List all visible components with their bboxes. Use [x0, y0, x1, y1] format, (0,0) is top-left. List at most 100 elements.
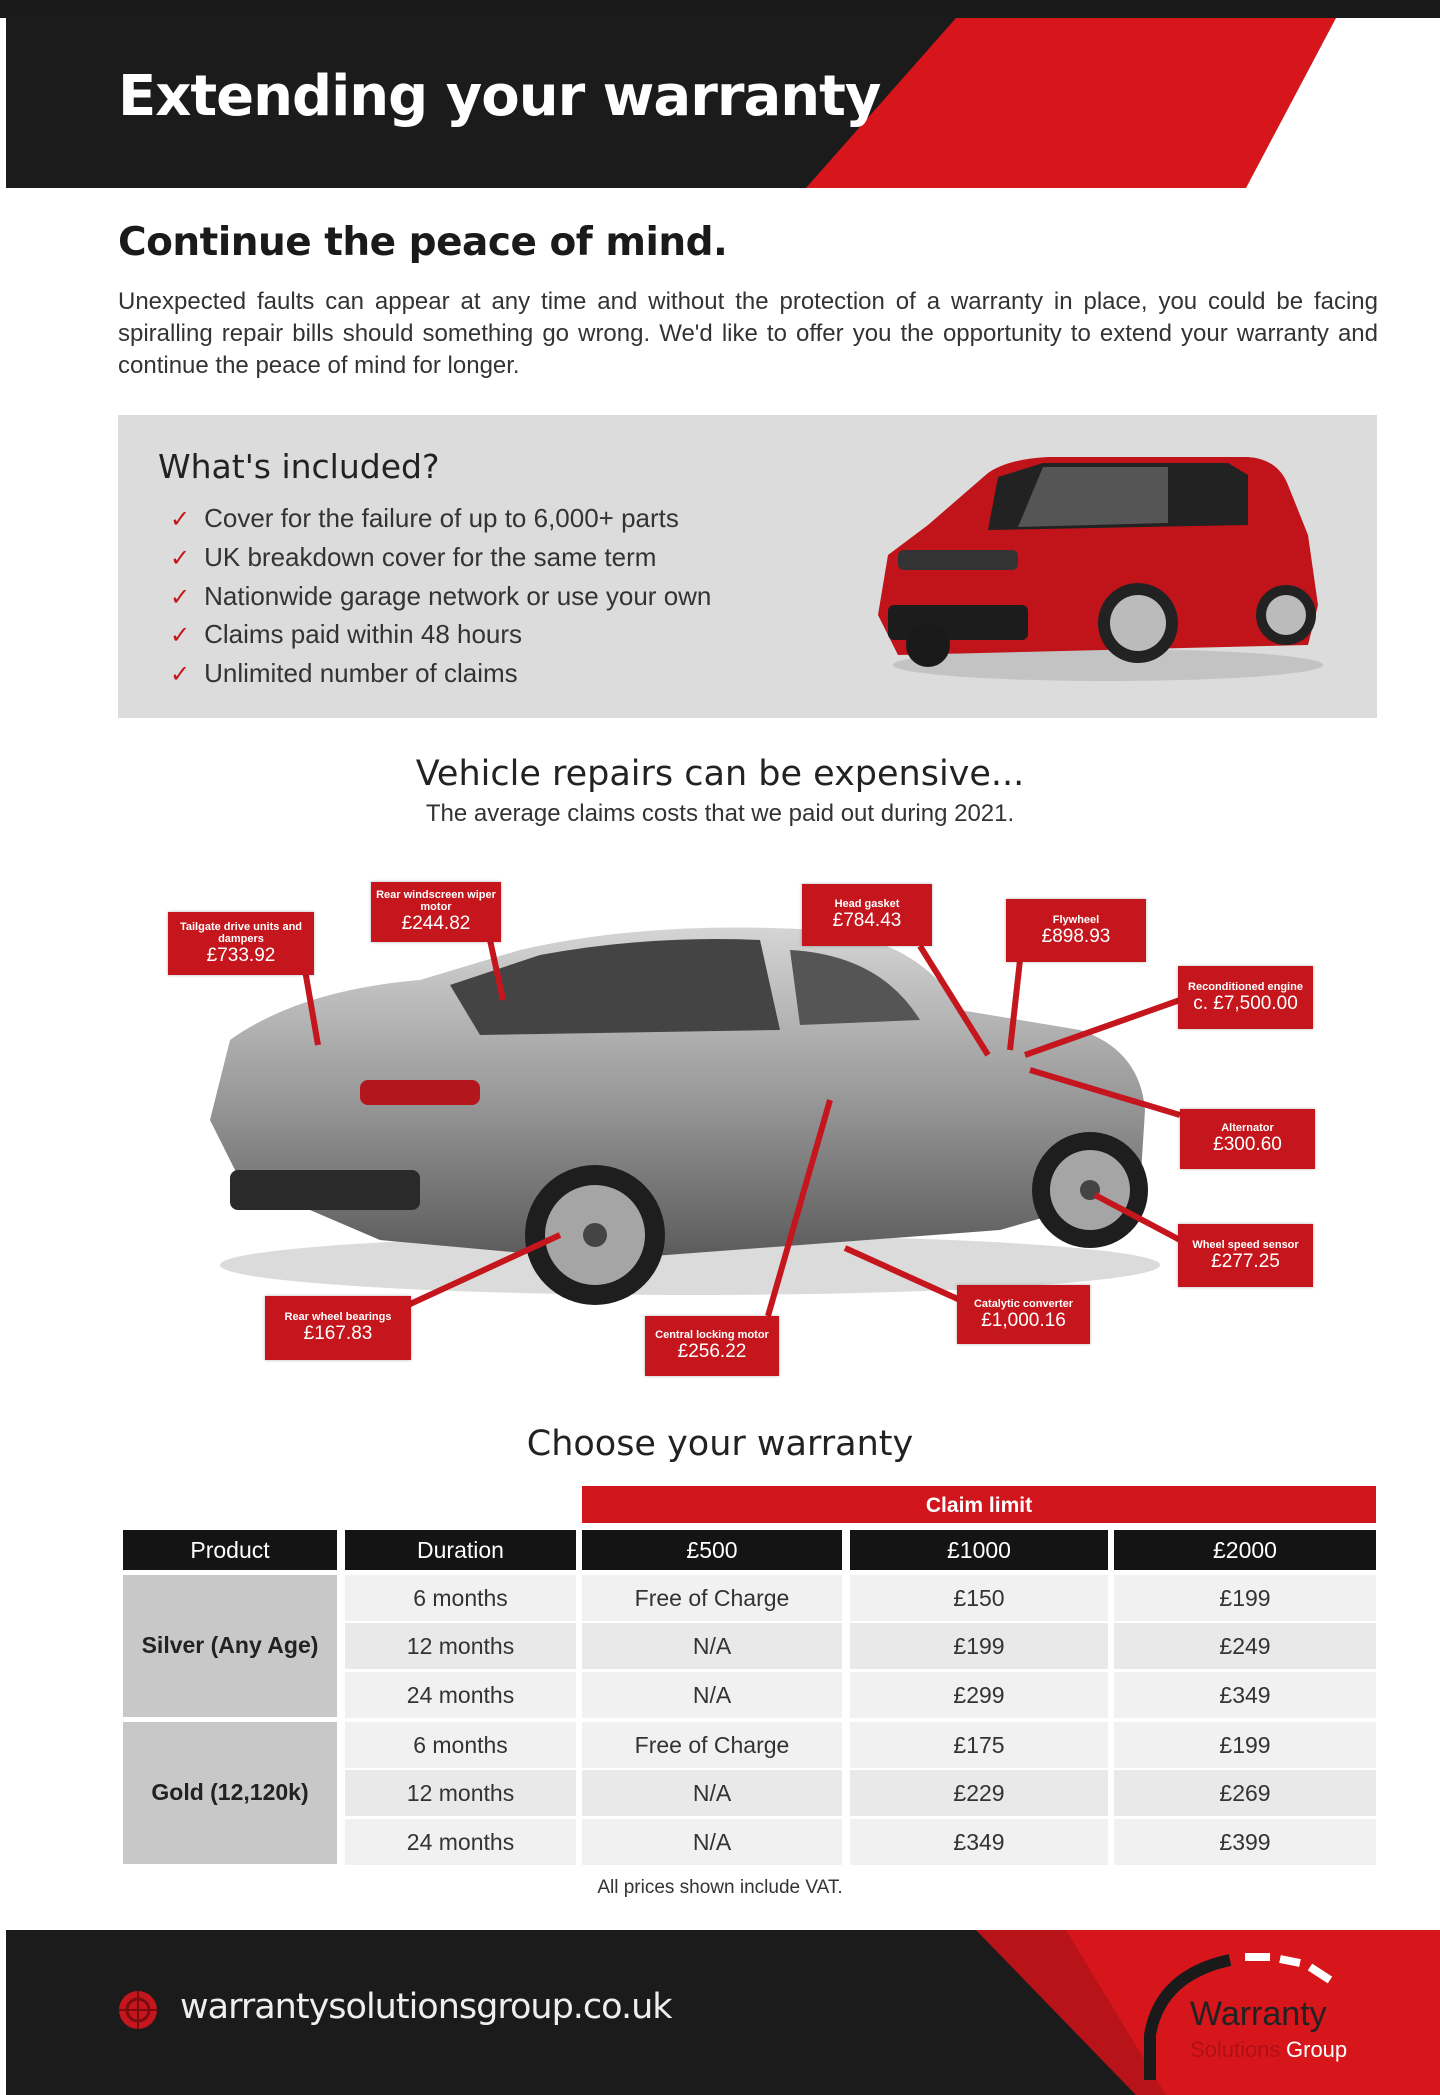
callout-label: Catalytic converter	[973, 1297, 1074, 1310]
callout-label: Flywheel	[1052, 913, 1100, 926]
table-cell: £249	[1114, 1623, 1376, 1670]
table-header-cell: £500	[582, 1530, 842, 1570]
callout-label: Rear windscreen wiper motor	[376, 889, 496, 913]
included-item: ✓ Unlimited number of claims	[170, 658, 518, 689]
globe-icon	[119, 1991, 157, 2029]
svg-text:Solutions: Solutions	[1190, 2037, 1281, 2062]
included-panel: What's included? ✓ Cover for the failure …	[118, 415, 1377, 718]
table-cell: Free of Charge	[582, 1575, 842, 1621]
callout-label: Alternator	[1221, 1122, 1274, 1134]
svg-text:Group: Group	[1286, 2037, 1347, 2062]
callout-value: £1,000.16	[981, 1309, 1066, 1331]
check-icon: ✓	[170, 545, 191, 572]
header-banner	[6, 18, 1440, 188]
check-icon: ✓	[170, 584, 191, 611]
callout-catalytic-converter: Catalytic converter £1,000.16	[957, 1285, 1090, 1344]
callout-tailgate: Tailgate drive units and dampers £733.92	[168, 912, 314, 975]
claim-limit-header: Claim limit	[582, 1486, 1376, 1523]
callout-leader-lines	[302, 939, 1182, 1317]
check-icon: ✓	[170, 661, 191, 688]
callout-wiper-motor: Rear windscreen wiper motor £244.82	[371, 882, 501, 942]
footer-red-stripe	[976, 1930, 1440, 2095]
product-cell: Silver (Any Age)	[123, 1575, 337, 1717]
table-cell: 24 months	[345, 1818, 576, 1865]
included-item: ✓ Claims paid within 48 hours	[170, 619, 522, 650]
table-cell: 6 months	[345, 1721, 576, 1768]
table-cell: N/A	[582, 1671, 842, 1718]
callout-value: £733.92	[206, 944, 276, 966]
table-cell: £229	[850, 1770, 1108, 1817]
intro-heading: Continue the peace of mind.	[118, 220, 728, 265]
callout-label: Rear wheel bearings	[284, 1311, 392, 1323]
table-cell: N/A	[582, 1818, 842, 1865]
vat-note: All prices shown include VAT.	[597, 1877, 843, 1898]
included-item-text: Unlimited number of claims	[204, 658, 518, 688]
callout-label: Wheel speed sensor	[1192, 1238, 1299, 1251]
callout-alternator: Alternator £300.60	[1180, 1109, 1315, 1169]
table-cell: £150	[850, 1575, 1108, 1621]
table-cell: £399	[1114, 1818, 1376, 1865]
table-cell: £269	[1114, 1770, 1376, 1817]
table-header-cell: Duration	[345, 1530, 576, 1570]
repairs-title: Vehicle repairs can be expensive...	[415, 754, 1025, 794]
product-cell: Gold (12,120k)	[123, 1721, 337, 1864]
table-cell: £199	[850, 1623, 1108, 1670]
top-edge	[0, 0, 1440, 18]
callout-label: Head gasket	[834, 898, 900, 910]
callout-value: £167.83	[303, 1323, 373, 1344]
table-cell: 6 months	[345, 1575, 576, 1621]
included-item-text: Cover for the failure of up to 6,000+ pa…	[204, 503, 679, 533]
included-item-text: Nationwide garage network or use your ow…	[204, 581, 712, 611]
table-cell: £349	[1114, 1671, 1376, 1718]
table-header-cell: £2000	[1114, 1530, 1376, 1570]
table-cell: N/A	[582, 1770, 842, 1817]
included-item: ✓ Cover for the failure of up to 6,000+ p…	[170, 503, 679, 534]
silver-sedan-image	[210, 927, 1182, 1317]
included-title: What's included?	[158, 447, 440, 486]
table-cell: £349	[850, 1818, 1108, 1865]
warranty-title: Choose your warranty	[526, 1424, 914, 1464]
table-cell: Free of Charge	[582, 1721, 842, 1768]
website-link[interactable]: warrantysolutionsgroup.co.uk	[180, 1987, 673, 2027]
callout-label: Tailgate drive units and dampers	[179, 920, 303, 945]
check-icon: ✓	[170, 506, 191, 533]
callout-value: £300.60	[1213, 1134, 1282, 1155]
callout-value: £898.93	[1041, 925, 1111, 947]
red-suv-image	[878, 457, 1323, 681]
table-cell: £299	[850, 1671, 1108, 1718]
callout-label: Reconditioned engine	[1188, 980, 1303, 993]
included-item-text: UK breakdown cover for the same term	[204, 542, 657, 572]
intro-text: Unexpected faults can appear at any time…	[118, 288, 1378, 379]
page-title: Extending your warranty	[118, 64, 881, 129]
table-cell: £175	[850, 1721, 1108, 1768]
svg-text:Warranty: Warranty	[1190, 1995, 1327, 2033]
check-icon: ✓	[170, 622, 191, 649]
callout-flywheel: Flywheel £898.93	[1006, 899, 1146, 962]
table-cell: £199	[1114, 1575, 1376, 1621]
callout-value: £256.22	[677, 1341, 747, 1362]
included-item: ✓ Nationwide garage network or use your o…	[170, 581, 711, 612]
footer-banner	[6, 1930, 1440, 2095]
callout-value: c. £7,500.00	[1193, 992, 1298, 1014]
callout-rear-wheel-bearings: Rear wheel bearings £167.83	[265, 1296, 411, 1360]
callout-central-locking: Central locking motor £256.22	[645, 1316, 779, 1376]
callout-wheel-speed-sensor: Wheel speed sensor £277.25	[1178, 1224, 1313, 1287]
table-header-cell: £1000	[850, 1530, 1108, 1570]
included-item: ✓ UK breakdown cover for the same term	[170, 542, 656, 573]
table-cell: N/A	[582, 1623, 842, 1670]
callout-value: £277.25	[1211, 1250, 1280, 1272]
table-cell: 12 months	[345, 1770, 576, 1817]
callout-value: £244.82	[401, 913, 471, 934]
repairs-subtitle: The average claims costs that we paid ou…	[425, 800, 1015, 827]
callout-label: Central locking motor	[655, 1329, 769, 1341]
table-header-cell: Product	[123, 1530, 337, 1570]
callout-engine: Reconditioned engine c. £7,500.00	[1178, 966, 1313, 1029]
table-cell: £199	[1114, 1721, 1376, 1768]
callout-value: £784.43	[832, 910, 902, 931]
warranty-solutions-group-logo: Warranty Solutions Group	[1144, 1953, 1347, 2080]
callout-head-gasket: Head gasket £784.43	[802, 884, 932, 946]
included-item-text: Claims paid within 48 hours	[204, 619, 523, 649]
header-red-stripe	[806, 18, 1440, 188]
table-cell: 12 months	[345, 1623, 576, 1670]
table-cell: 24 months	[345, 1671, 576, 1718]
